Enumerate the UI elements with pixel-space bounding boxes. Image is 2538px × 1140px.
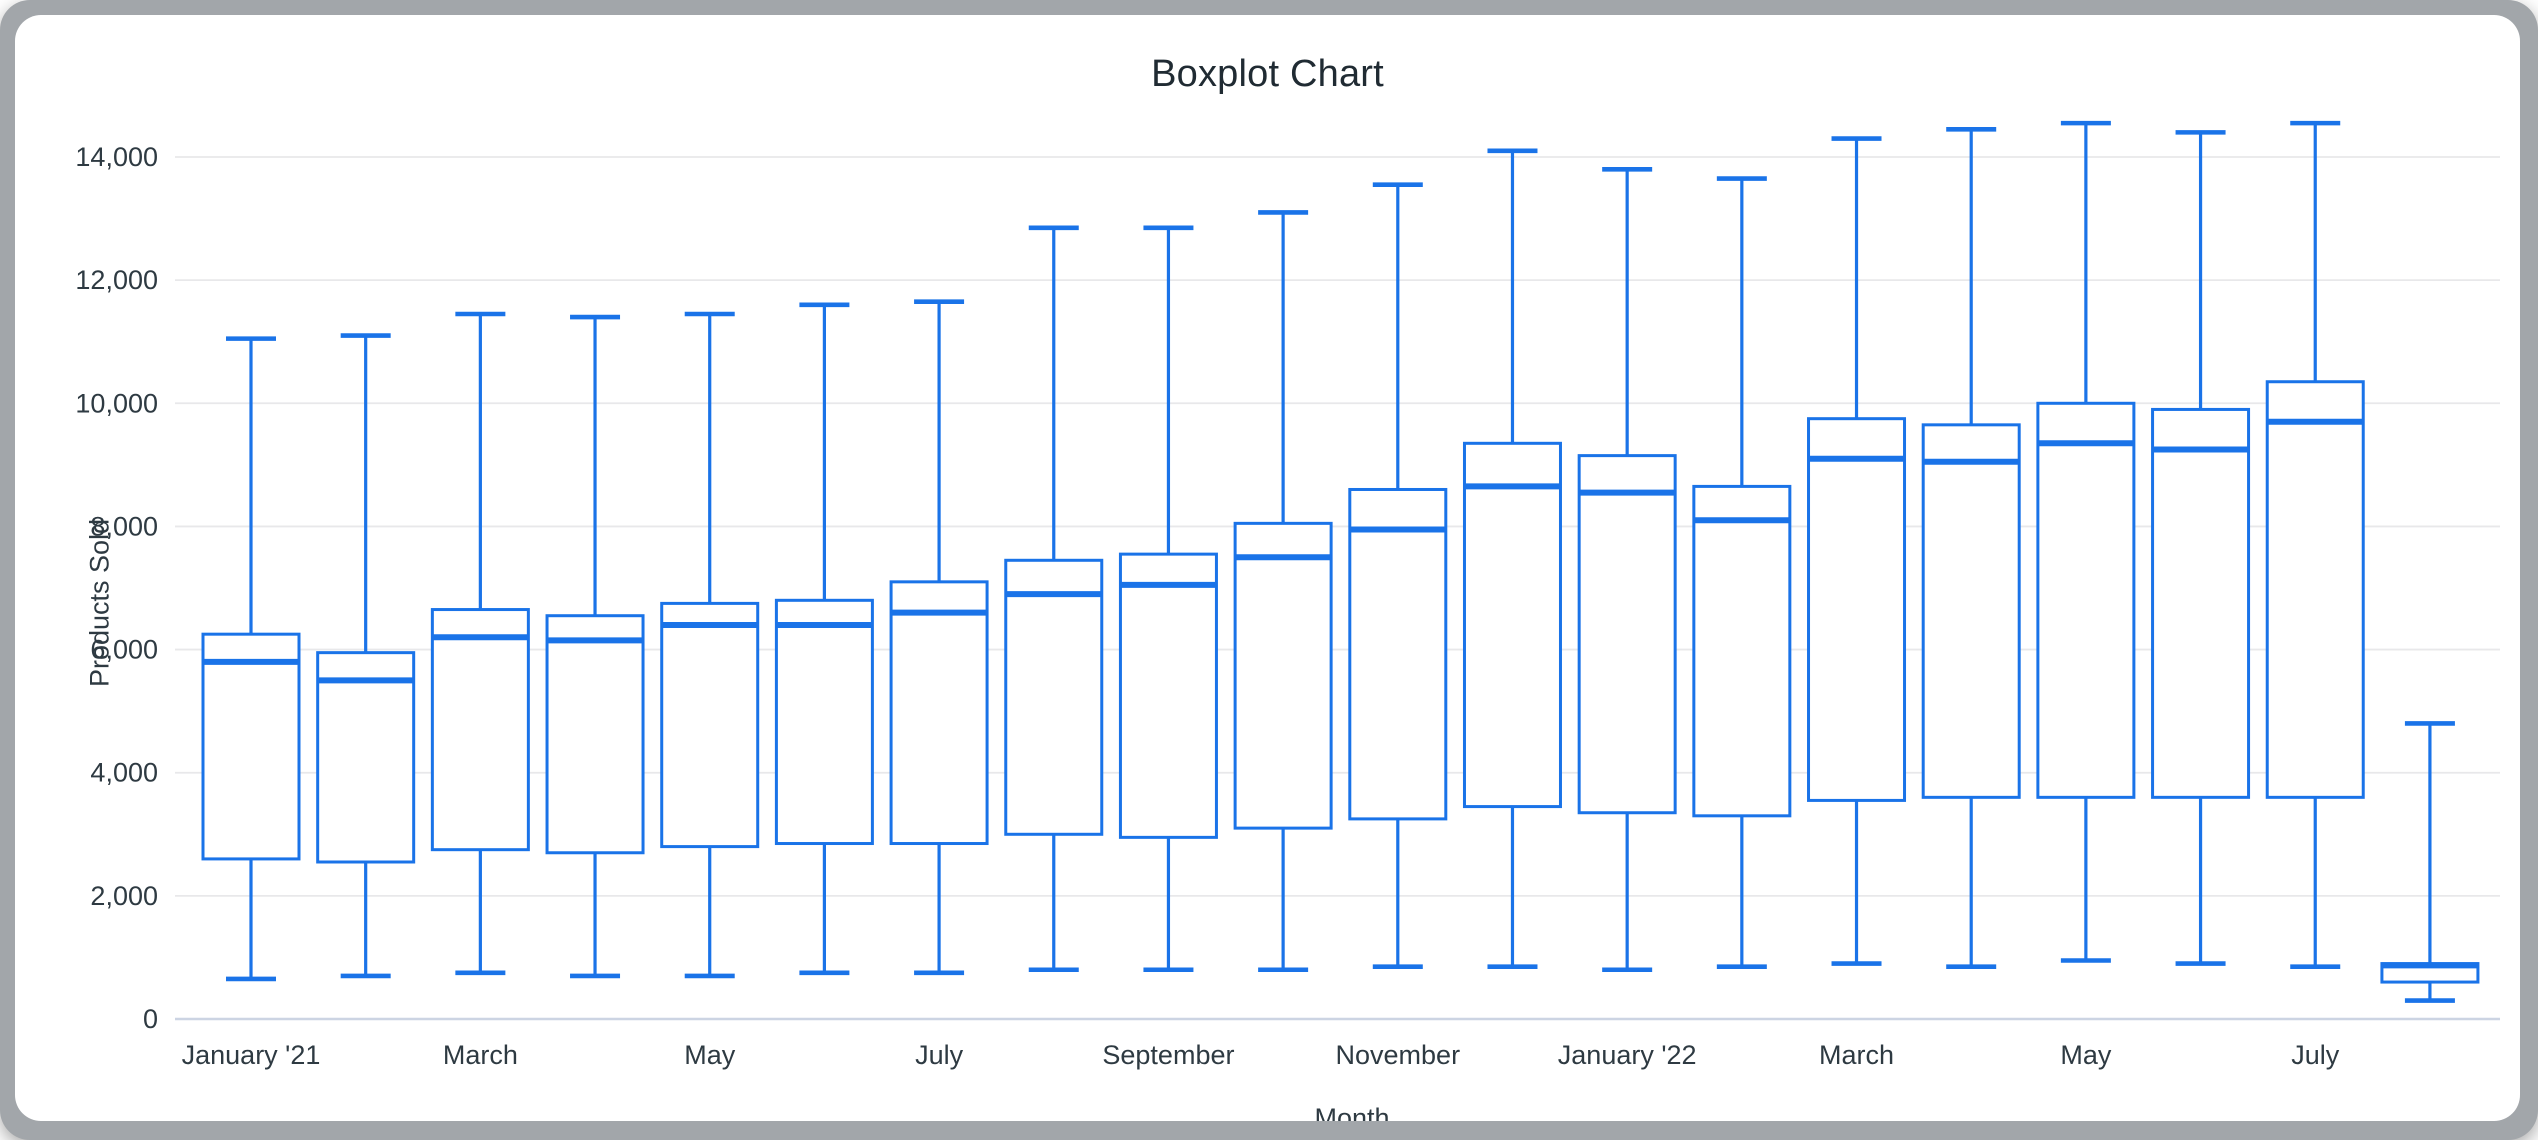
x-tick-label: January '21 <box>182 1040 321 1070</box>
y-tick-label: 12,000 <box>75 265 158 295</box>
iqr-box <box>1921 423 2021 799</box>
iqr-box <box>1692 484 1792 818</box>
x-tick-label: September <box>1102 1040 1234 1070</box>
chart-title: Boxplot Chart <box>1151 53 1384 95</box>
boxplot-box-january-21[interactable] <box>201 336 301 982</box>
x-tick-label: July <box>2291 1040 2340 1070</box>
boxplot-box-october-21[interactable] <box>1233 210 1333 973</box>
iqr-box <box>2036 401 2136 799</box>
y-tick-label: 6,000 <box>90 635 158 665</box>
boxplot-box-march-21[interactable] <box>430 311 530 976</box>
x-tick-label: November <box>1336 1040 1461 1070</box>
x-tick-label: March <box>443 1040 518 1070</box>
y-tick-label: 2,000 <box>90 881 158 911</box>
boxplot-box-august-22[interactable] <box>2380 721 2480 1003</box>
boxplot-box-may-21[interactable] <box>660 311 760 979</box>
iqr-box <box>1004 558 1104 836</box>
x-axis-title: Month <box>1314 1103 1390 1121</box>
y-tick-label: 4,000 <box>90 758 158 788</box>
y-tick-label: 14,000 <box>75 142 158 172</box>
x-tick-label: May <box>684 1040 736 1070</box>
iqr-box <box>889 580 989 846</box>
x-tick-label: March <box>1819 1040 1894 1070</box>
iqr-box <box>201 632 301 861</box>
boxplot-box-february-22[interactable] <box>1692 176 1792 969</box>
boxplot-box-november-21[interactable] <box>1348 182 1448 969</box>
iqr-box <box>660 601 760 849</box>
boxplot-box-april-22[interactable] <box>1921 126 2021 969</box>
boxplot-box-september-21[interactable] <box>1118 225 1218 973</box>
boxplot-box-april-21[interactable] <box>545 314 645 979</box>
chart-card: Boxplot Chart Products Sold Month 0 2,000… <box>15 15 2520 1121</box>
iqr-box <box>1233 521 1333 830</box>
iqr-box <box>430 608 530 852</box>
y-tick-label: 8,000 <box>90 511 158 541</box>
boxplot-box-december-21[interactable] <box>1462 148 1562 969</box>
iqr-box <box>1462 441 1562 809</box>
boxplot-box-july-21[interactable] <box>889 299 989 976</box>
iqr-box <box>1118 552 1218 839</box>
iqr-box <box>1348 487 1448 821</box>
boxplot-box-june-22[interactable] <box>2151 130 2251 966</box>
iqr-box <box>316 651 416 864</box>
boxplot-box-february-21[interactable] <box>316 333 416 979</box>
boxplot-box-march-22[interactable] <box>1807 136 1907 966</box>
iqr-box <box>2265 380 2365 799</box>
iqr-box <box>774 598 874 846</box>
boxplot-box-august-21[interactable] <box>1004 225 1104 973</box>
boxplot-chart: 0 2,000 4,000 6,000 8,000 10,000 12,000 14,000 J… <box>75 120 2500 1070</box>
iqr-box <box>2151 407 2251 799</box>
iqr-box <box>1807 417 1907 802</box>
x-tick-label: July <box>915 1040 964 1070</box>
x-tick-label: January '22 <box>1558 1040 1697 1070</box>
y-tick-label: 10,000 <box>75 388 158 418</box>
boxplot-box-june-21[interactable] <box>774 302 874 976</box>
iqr-box <box>1577 454 1677 815</box>
y-tick-label: 0 <box>143 1004 158 1034</box>
boxplot-box-july-22[interactable] <box>2265 120 2365 969</box>
boxplot-box-january-22[interactable] <box>1577 167 1677 973</box>
x-tick-label: May <box>2060 1040 2112 1070</box>
boxplot-box-may-22[interactable] <box>2036 120 2136 963</box>
iqr-box <box>545 614 645 855</box>
